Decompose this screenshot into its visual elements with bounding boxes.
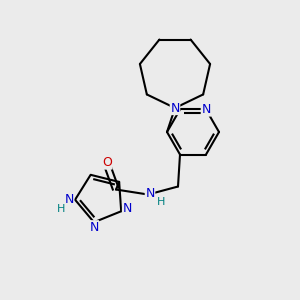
Text: H: H — [57, 204, 65, 214]
Text: N: N — [145, 187, 155, 200]
Text: N: N — [122, 202, 132, 215]
Text: N: N — [201, 103, 211, 116]
Text: H: H — [157, 196, 165, 206]
Text: N: N — [89, 221, 99, 234]
Text: N: N — [170, 101, 180, 115]
Text: O: O — [102, 156, 112, 169]
Text: N: N — [64, 193, 74, 206]
